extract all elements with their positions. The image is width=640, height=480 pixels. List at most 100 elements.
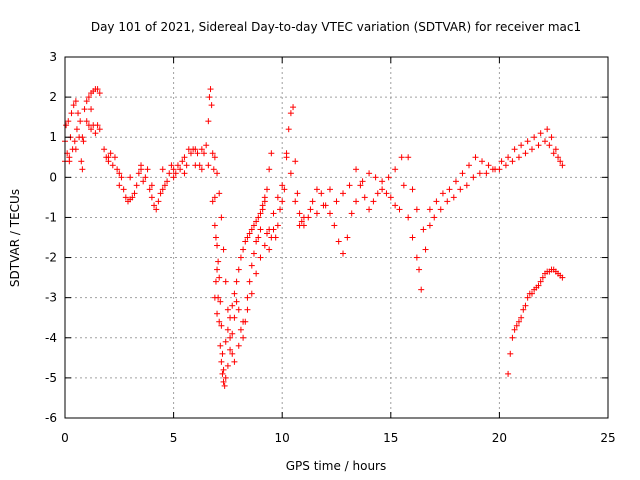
data-point [192, 162, 199, 169]
data-point [177, 166, 184, 173]
data-point [361, 194, 368, 201]
data-point [450, 194, 457, 201]
data-point [208, 102, 215, 109]
data-point [218, 322, 225, 329]
data-point [215, 258, 222, 265]
data-point [214, 266, 221, 273]
data-point [246, 230, 253, 237]
data-point [552, 146, 559, 153]
data-point [192, 146, 199, 153]
data-point [159, 166, 166, 173]
y-tick-label: 3 [49, 50, 57, 64]
data-point [266, 246, 273, 253]
data-point [374, 190, 381, 197]
data-point [227, 314, 234, 321]
data-point [231, 290, 238, 297]
data-point [166, 170, 173, 177]
data-point [94, 86, 101, 93]
data-point [248, 262, 255, 269]
data-point [396, 206, 403, 213]
data-point [513, 322, 520, 329]
data-point [79, 166, 86, 173]
data-point [157, 190, 164, 197]
data-point [483, 170, 490, 177]
data-point [255, 214, 262, 221]
data-point [240, 246, 247, 253]
data-point [259, 202, 266, 209]
data-point [326, 210, 333, 217]
x-tick-label: 20 [492, 431, 507, 445]
data-point [181, 154, 188, 161]
data-point [548, 134, 555, 141]
data-point [237, 326, 244, 333]
data-point [235, 266, 242, 273]
data-point [127, 174, 134, 181]
data-point [144, 166, 151, 173]
data-point [83, 98, 90, 105]
data-point [78, 158, 85, 165]
data-point [214, 310, 221, 317]
data-point [211, 194, 218, 201]
data-point [263, 186, 270, 193]
data-point [229, 302, 236, 309]
data-point [522, 150, 529, 157]
data-point [148, 182, 155, 189]
data-point [520, 306, 527, 313]
data-point [224, 362, 231, 369]
data-point [476, 170, 483, 177]
data-point [207, 86, 214, 93]
data-point [266, 226, 273, 233]
data-point [219, 350, 226, 357]
data-point [444, 198, 451, 205]
data-point [209, 150, 216, 157]
data-point [92, 130, 99, 137]
data-point [211, 154, 218, 161]
data-point [372, 174, 379, 181]
data-point [263, 230, 270, 237]
data-point [511, 146, 518, 153]
data-point [96, 126, 103, 133]
data-point [431, 214, 438, 221]
y-tick-label: -4 [45, 331, 57, 345]
data-point [206, 94, 213, 101]
data-point [237, 254, 244, 261]
data-point [300, 214, 307, 221]
data-point [170, 174, 177, 181]
data-point [235, 306, 242, 313]
data-point [326, 186, 333, 193]
data-point [88, 126, 95, 133]
data-point [518, 142, 525, 149]
data-point [274, 222, 281, 229]
data-point [279, 182, 286, 189]
data-point [505, 370, 512, 377]
data-point [219, 370, 226, 377]
data-point [120, 186, 127, 193]
data-point [218, 358, 225, 365]
data-point [277, 206, 284, 213]
data-point [220, 246, 227, 253]
data-point [212, 234, 219, 241]
data-point [231, 358, 238, 365]
x-tick-label: 10 [275, 431, 290, 445]
data-point [244, 306, 251, 313]
data-point [335, 238, 342, 245]
data-point [229, 330, 236, 337]
data-point [255, 234, 262, 241]
data-point [294, 190, 301, 197]
data-point [118, 174, 125, 181]
data-point [296, 210, 303, 217]
data-point [546, 142, 553, 149]
data-point [65, 118, 72, 125]
data-point [392, 166, 399, 173]
data-point [385, 174, 392, 181]
data-point [557, 158, 564, 165]
data-point [153, 206, 160, 213]
data-point [77, 118, 84, 125]
data-point [515, 318, 522, 325]
data-point [151, 202, 158, 209]
data-point [187, 150, 194, 157]
data-point [346, 182, 353, 189]
data-point [235, 342, 242, 349]
data-point [161, 182, 168, 189]
data-point [470, 174, 477, 181]
